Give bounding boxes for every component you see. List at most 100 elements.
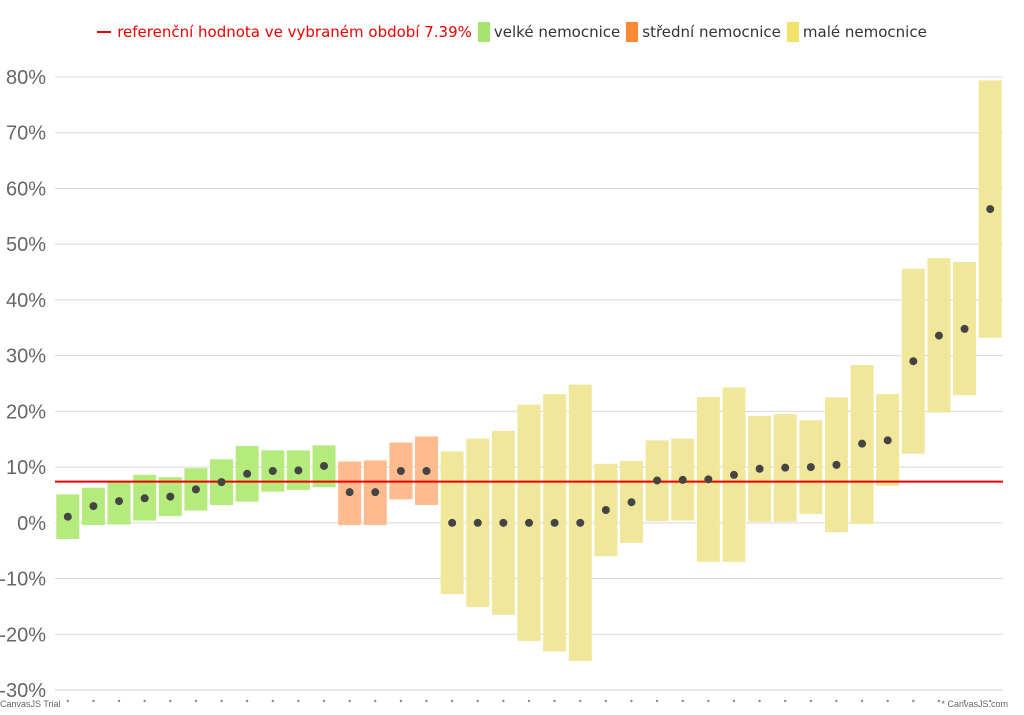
x-tick-mark <box>579 699 582 703</box>
x-tick-mark <box>502 699 505 703</box>
legend-label-small: malé nemocnice <box>802 23 927 41</box>
y-tick-label: -10% <box>0 569 46 591</box>
data-point[interactable] <box>525 518 533 527</box>
x-tick-mark <box>220 699 223 703</box>
data-point[interactable] <box>217 478 226 487</box>
x-tick-mark <box>784 699 787 703</box>
x-tick-mark <box>399 699 403 703</box>
x-tick-mark <box>681 699 684 703</box>
x-tick-mark <box>809 699 813 703</box>
x-tick-mark <box>758 699 761 703</box>
legend-label-reference: referenční hodnota ve vybraném období 7.… <box>117 23 472 41</box>
x-tick-mark <box>425 699 428 703</box>
y-tick-label: 30% <box>6 346 46 368</box>
x-tick-mark <box>245 699 249 703</box>
data-point[interactable] <box>806 463 815 472</box>
y-tick-label: -20% <box>0 624 46 646</box>
x-tick-mark <box>194 699 198 703</box>
data-point[interactable] <box>140 494 149 503</box>
legend-item-small[interactable]: malé nemocnice <box>786 22 927 42</box>
legend-swatch-medium <box>626 22 639 42</box>
data-point[interactable] <box>243 469 252 478</box>
x-tick-mark <box>66 699 70 703</box>
legend-item-large[interactable]: velké nemocnice <box>477 22 621 42</box>
data-point[interactable] <box>883 436 892 445</box>
x-tick-mark <box>860 699 864 703</box>
credit-left: CanvasJS Trial <box>0 699 61 709</box>
y-tick-label: -30% <box>0 680 46 702</box>
data-point[interactable] <box>422 466 431 475</box>
data-point[interactable] <box>755 464 764 473</box>
data-point[interactable] <box>448 518 457 527</box>
data-point[interactable] <box>89 502 98 511</box>
x-tick-mark <box>707 699 710 703</box>
data-point[interactable] <box>345 488 354 497</box>
y-tick-label: 0% <box>17 513 46 535</box>
x-tick-mark <box>886 699 889 703</box>
data-point[interactable] <box>986 205 995 214</box>
data-point[interactable] <box>166 492 175 501</box>
x-tick-mark <box>322 699 326 703</box>
y-tick-label: 80% <box>6 67 46 89</box>
data-point[interactable] <box>704 475 713 484</box>
y-tick-label: 10% <box>6 457 46 479</box>
data-point[interactable] <box>191 485 200 494</box>
data-point[interactable] <box>960 324 969 333</box>
x-tick-mark <box>476 699 479 703</box>
x-tick-mark <box>604 699 608 703</box>
x-tick-mark <box>271 699 274 703</box>
x-tick-mark <box>835 699 838 703</box>
data-point[interactable] <box>909 357 918 366</box>
data-point[interactable] <box>576 518 585 527</box>
data-point[interactable] <box>934 331 943 340</box>
data-point[interactable] <box>601 506 610 515</box>
data-point[interactable] <box>396 466 405 475</box>
y-tick-label: 40% <box>6 290 46 312</box>
data-point[interactable] <box>473 518 482 527</box>
data-point[interactable] <box>371 488 380 497</box>
data-point[interactable] <box>499 518 508 527</box>
x-tick-mark <box>297 699 300 703</box>
data-point[interactable] <box>320 461 329 470</box>
x-tick-mark <box>553 699 556 703</box>
legend-label-large: velké nemocnice <box>493 23 621 41</box>
credit-right[interactable]: * CanvasJS.com <box>941 699 1008 709</box>
y-tick-label: 50% <box>6 234 46 256</box>
data-point[interactable] <box>63 512 72 521</box>
data-point[interactable] <box>627 498 636 507</box>
x-tick-mark <box>937 699 941 703</box>
x-tick-mark <box>527 699 531 703</box>
y-tick-label: 60% <box>6 178 46 200</box>
data-point[interactable] <box>729 470 738 479</box>
data-point[interactable] <box>550 518 559 527</box>
data-point[interactable] <box>268 466 277 475</box>
x-tick-mark <box>92 699 95 703</box>
x-tick-mark <box>450 699 454 703</box>
data-point[interactable] <box>294 466 303 475</box>
chart-legend: referenční hodnota ve vybraném období 7.… <box>0 22 1024 42</box>
x-tick-mark <box>732 699 736 703</box>
x-tick-mark <box>988 699 992 703</box>
data-point[interactable] <box>832 460 841 469</box>
legend-line-swatch <box>97 31 112 33</box>
data-point[interactable] <box>858 439 867 448</box>
legend-swatch-large <box>477 22 490 42</box>
x-tick-mark <box>374 699 377 703</box>
y-tick-label: 20% <box>6 401 46 423</box>
x-tick-mark <box>348 699 351 703</box>
x-tick-mark <box>169 699 172 703</box>
x-tick-mark <box>630 699 633 703</box>
y-tick-label: 70% <box>6 123 46 145</box>
legend-item-reference[interactable]: referenční hodnota ve vybraném období 7.… <box>97 23 472 41</box>
x-tick-mark <box>912 699 915 703</box>
data-point[interactable] <box>115 497 124 506</box>
x-tick-mark <box>963 699 966 703</box>
data-point[interactable] <box>781 463 790 472</box>
data-point[interactable] <box>653 476 662 485</box>
legend-label-medium: střední nemocnice <box>642 23 781 41</box>
legend-item-medium[interactable]: střední nemocnice <box>626 22 781 42</box>
x-tick-mark <box>117 699 121 703</box>
x-tick-mark <box>143 699 146 703</box>
data-point[interactable] <box>678 475 687 484</box>
